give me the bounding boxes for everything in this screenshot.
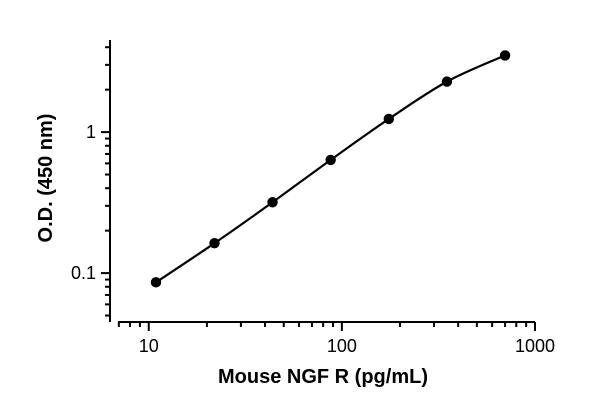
data-point <box>499 50 511 61</box>
tick-labels: 10 100 1000 0.1 1 <box>71 122 555 356</box>
data-points <box>150 50 511 288</box>
data-point <box>383 113 395 125</box>
axes <box>109 40 535 323</box>
data-point <box>209 237 220 249</box>
fit-curve <box>155 54 506 284</box>
x-tick-label: 10 <box>139 336 159 356</box>
y-tick-label: 0.1 <box>71 263 96 283</box>
ticks <box>101 46 536 331</box>
data-point <box>267 197 278 208</box>
y-axis-title: O.D. (450 nm) <box>35 114 57 243</box>
data-point <box>325 154 336 166</box>
data-point <box>441 76 453 87</box>
data-point <box>150 277 162 288</box>
x-tick-label: 1000 <box>515 336 555 356</box>
x-axis-title: Mouse NGF R (pg/mL) <box>218 366 428 388</box>
x-tick-label: 100 <box>327 336 357 356</box>
y-tick-label: 1 <box>86 122 96 142</box>
